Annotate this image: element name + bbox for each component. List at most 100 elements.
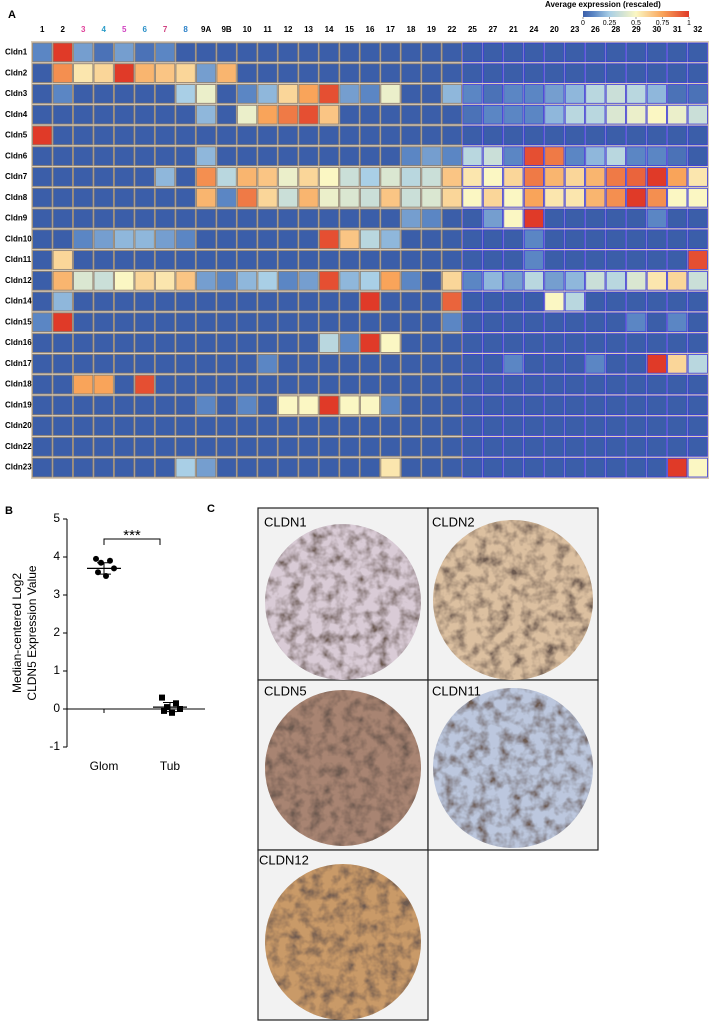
heatmap-cell bbox=[646, 250, 667, 270]
heatmap-cell bbox=[339, 167, 360, 187]
heatmap-cell bbox=[380, 291, 401, 312]
heatmap-cell bbox=[667, 354, 688, 374]
image-label: CLDN11 bbox=[432, 683, 481, 698]
heatmap-cell bbox=[462, 395, 483, 416]
heatmap-cell bbox=[544, 84, 565, 104]
heatmap-cell bbox=[400, 312, 422, 333]
heatmap-cell bbox=[564, 104, 585, 125]
heatmap-cell bbox=[359, 187, 381, 208]
row-label: Cldn8 bbox=[5, 193, 28, 202]
heatmap-cell bbox=[585, 84, 606, 104]
heatmap-cell bbox=[441, 416, 462, 436]
heatmap-cell bbox=[359, 208, 381, 229]
heatmap-cell bbox=[626, 374, 647, 395]
panel-label: A bbox=[8, 9, 16, 21]
heatmap-cell bbox=[175, 395, 196, 416]
heatmap-cell bbox=[52, 104, 73, 125]
heatmap-cell bbox=[605, 63, 626, 83]
heatmap-cell bbox=[605, 229, 626, 250]
heatmap-cell bbox=[544, 104, 565, 125]
heatmap-cell bbox=[216, 208, 237, 229]
heatmap-cell bbox=[667, 312, 688, 333]
heatmap-cell bbox=[482, 208, 503, 229]
row-label: Cldn11 bbox=[5, 255, 32, 264]
heatmap-cell bbox=[196, 291, 217, 312]
heatmap-cell bbox=[646, 42, 667, 63]
heatmap-cell bbox=[441, 187, 462, 208]
heatmap-cell bbox=[134, 42, 155, 63]
heatmap-cell bbox=[339, 63, 360, 83]
heatmap-cell bbox=[503, 42, 524, 63]
heatmap-cell bbox=[523, 395, 544, 416]
heatmap-cell bbox=[257, 125, 278, 146]
heatmap-cell bbox=[237, 104, 258, 125]
heatmap-cell bbox=[339, 250, 360, 270]
heatmap-cell bbox=[523, 270, 544, 291]
heatmap-cell bbox=[544, 374, 565, 395]
column-label: 7 bbox=[163, 25, 168, 34]
heatmap-cell bbox=[585, 63, 606, 83]
heatmap-cell bbox=[380, 63, 401, 83]
heatmap-cell bbox=[134, 291, 155, 312]
heatmap-cell bbox=[687, 146, 708, 166]
colorbar-tick-label: 0.25 bbox=[603, 20, 617, 27]
heatmap-cell bbox=[52, 187, 73, 208]
heatmap-cell bbox=[73, 270, 94, 291]
heatmap-cell bbox=[441, 208, 462, 229]
heatmap-cell bbox=[646, 146, 667, 166]
heatmap-cell bbox=[93, 354, 114, 374]
heatmap-cell bbox=[585, 229, 606, 250]
heatmap-cell bbox=[216, 84, 237, 104]
heatmap-cell bbox=[216, 187, 237, 208]
tissue-core bbox=[265, 690, 421, 846]
heatmap-cell bbox=[298, 229, 319, 250]
heatmap-cell bbox=[257, 291, 278, 312]
heatmap-cell bbox=[257, 416, 278, 436]
heatmap-cell bbox=[585, 42, 606, 63]
heatmap-cell bbox=[216, 146, 237, 166]
heatmap-cell bbox=[667, 374, 688, 395]
heatmap-cell bbox=[52, 395, 73, 416]
heatmap-cell bbox=[380, 146, 401, 166]
row-label: Cldn15 bbox=[5, 317, 32, 326]
heatmap-cell bbox=[32, 208, 53, 229]
heatmap-cell bbox=[646, 208, 667, 229]
heatmap-cell bbox=[503, 125, 524, 146]
heatmap-cell bbox=[32, 270, 53, 291]
heatmap-cell bbox=[237, 333, 258, 353]
heatmap-cell bbox=[52, 125, 73, 146]
column-label: 22 bbox=[447, 25, 456, 34]
heatmap-cell bbox=[523, 457, 544, 478]
row-label: Cldn7 bbox=[5, 172, 28, 181]
heatmap-cell bbox=[155, 84, 176, 104]
heatmap-cell bbox=[298, 291, 319, 312]
row-label: Cldn10 bbox=[5, 234, 32, 243]
heatmap-cell bbox=[278, 437, 299, 457]
heatmap-cell bbox=[503, 333, 524, 353]
heatmap-cell bbox=[380, 333, 401, 353]
column-label: 14 bbox=[325, 25, 334, 34]
x-tick-label: Tub bbox=[160, 759, 181, 773]
heatmap-cell bbox=[482, 229, 503, 250]
heatmap-cell bbox=[278, 270, 299, 291]
heatmap-cell bbox=[585, 167, 606, 187]
heatmap-cell bbox=[503, 208, 524, 229]
heatmap-cell bbox=[318, 395, 340, 416]
heatmap-cell bbox=[626, 270, 647, 291]
heatmap-cell bbox=[441, 229, 462, 250]
heatmap-cell bbox=[564, 437, 585, 457]
heatmap-cell bbox=[298, 208, 319, 229]
heatmap-cell bbox=[400, 146, 422, 166]
heatmap-cell bbox=[359, 312, 381, 333]
heatmap-cell bbox=[544, 354, 565, 374]
heatmap-cell bbox=[667, 437, 688, 457]
heatmap-cell bbox=[32, 187, 53, 208]
heatmap-cell bbox=[237, 125, 258, 146]
heatmap-cell bbox=[93, 167, 114, 187]
tissue-core bbox=[433, 688, 593, 848]
heatmap-cell bbox=[216, 333, 237, 353]
heatmap-cell bbox=[380, 187, 401, 208]
heatmap-cell bbox=[646, 437, 667, 457]
heatmap-cell bbox=[359, 250, 381, 270]
heatmap-cell bbox=[380, 42, 401, 63]
